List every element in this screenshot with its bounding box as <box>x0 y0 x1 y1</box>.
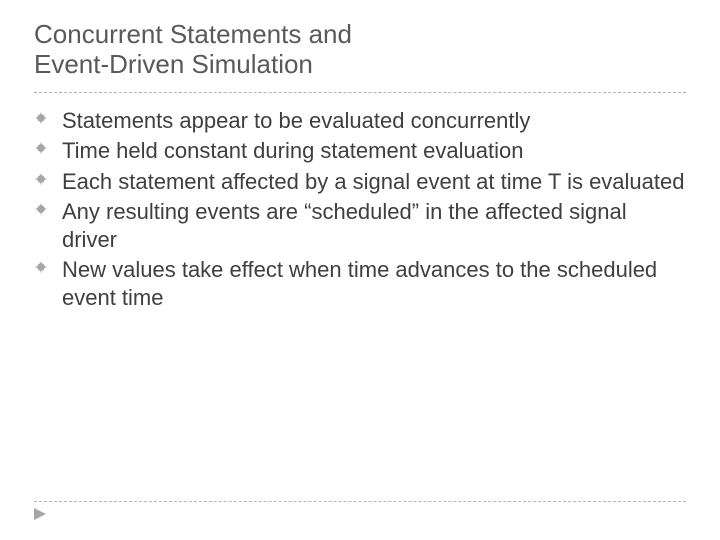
title-divider <box>34 92 686 93</box>
list-item: Any resulting events are “scheduled” in … <box>34 198 686 253</box>
slide-title-line1: Concurrent Statements and <box>34 19 352 49</box>
bullet-text: Each statement affected by a signal even… <box>62 169 685 194</box>
play-triangle-icon <box>34 508 48 520</box>
maltese-cross-icon <box>34 260 48 274</box>
maltese-cross-icon <box>34 141 48 155</box>
list-item: Statements appear to be evaluated concur… <box>34 107 686 135</box>
bullet-text: Any resulting events are “scheduled” in … <box>62 199 627 252</box>
slide: Concurrent Statements and Event-Driven S… <box>0 0 720 540</box>
footer-divider <box>34 501 686 502</box>
list-item: Each statement affected by a signal even… <box>34 168 686 196</box>
slide-title: Concurrent Statements and Event-Driven S… <box>34 20 686 80</box>
slide-footer <box>34 501 686 520</box>
list-item: New values take effect when time advance… <box>34 256 686 311</box>
bullet-text: Statements appear to be evaluated concur… <box>62 108 530 133</box>
maltese-cross-icon <box>34 202 48 216</box>
bullet-text: Time held constant during statement eval… <box>62 138 523 163</box>
slide-title-line2: Event-Driven Simulation <box>34 49 313 79</box>
maltese-cross-icon <box>34 172 48 186</box>
list-item: Time held constant during statement eval… <box>34 137 686 165</box>
bullet-text: New values take effect when time advance… <box>62 257 657 310</box>
bullet-list: Statements appear to be evaluated concur… <box>34 107 686 312</box>
maltese-cross-icon <box>34 111 48 125</box>
